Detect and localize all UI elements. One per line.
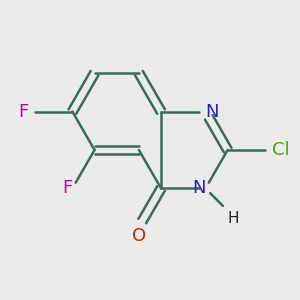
Text: Cl: Cl [272, 141, 290, 159]
Text: H: H [228, 211, 239, 226]
Text: O: O [132, 227, 146, 245]
Text: N: N [192, 179, 206, 197]
Text: F: F [18, 103, 28, 121]
Text: F: F [62, 179, 72, 197]
Text: N: N [206, 103, 219, 121]
